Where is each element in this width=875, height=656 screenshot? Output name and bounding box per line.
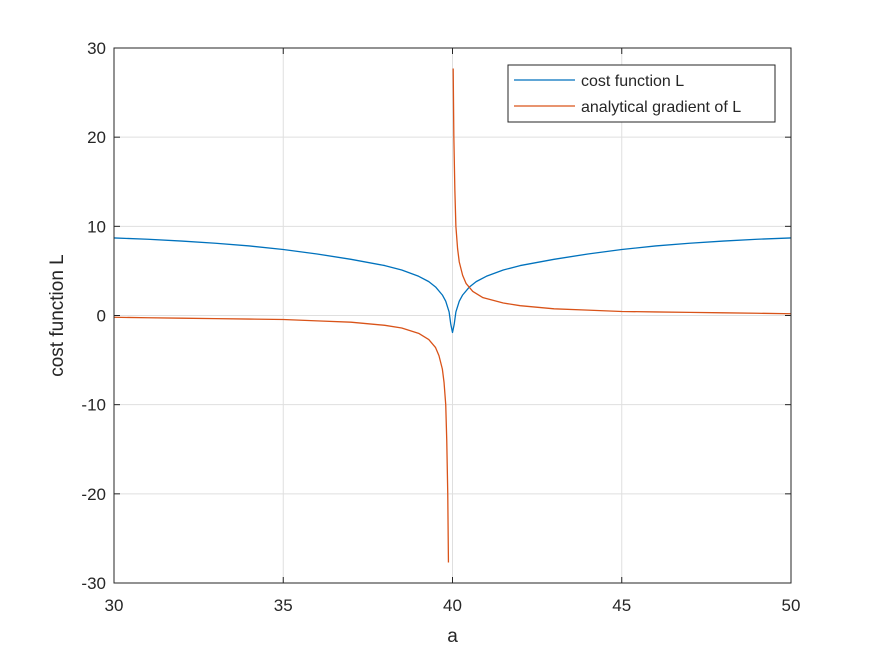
x-tick-labels: 30 35 40 45 50 xyxy=(105,596,801,615)
y-tick-label: -10 xyxy=(81,396,106,415)
y-tick-label: 10 xyxy=(87,217,106,236)
x-axis-label: a xyxy=(447,626,458,647)
series-line-analytical-gradient-right-branch xyxy=(452,68,792,315)
series-layer xyxy=(113,68,792,563)
series-line-analytical-gradient xyxy=(113,316,450,563)
x-tick-label: 30 xyxy=(105,596,124,615)
legend-box xyxy=(507,64,776,123)
y-tick-label: 0 xyxy=(97,307,106,326)
y-tick-label: 30 xyxy=(87,39,106,58)
y-axis-label: cost function L xyxy=(47,254,68,377)
legend-label-analytical-gradient: analytical gradient of L xyxy=(581,99,741,116)
x-tick-label: 35 xyxy=(274,596,293,615)
x-tick-label: 40 xyxy=(443,596,462,615)
legend-label-cost-function: cost function L xyxy=(581,73,684,90)
y-tick-labels: -30 -20 -10 0 10 20 30 xyxy=(81,39,106,593)
y-tick-label: -30 xyxy=(81,574,106,593)
series-line-cost-function xyxy=(113,237,792,334)
legend[interactable]: cost function L analytical gradient of L xyxy=(507,64,776,123)
x-tick-label: 50 xyxy=(782,596,801,615)
y-tick-label: 20 xyxy=(87,128,106,147)
x-tick-label: 45 xyxy=(612,596,631,615)
y-tick-label: -20 xyxy=(81,485,106,504)
tick-marks xyxy=(113,47,792,584)
